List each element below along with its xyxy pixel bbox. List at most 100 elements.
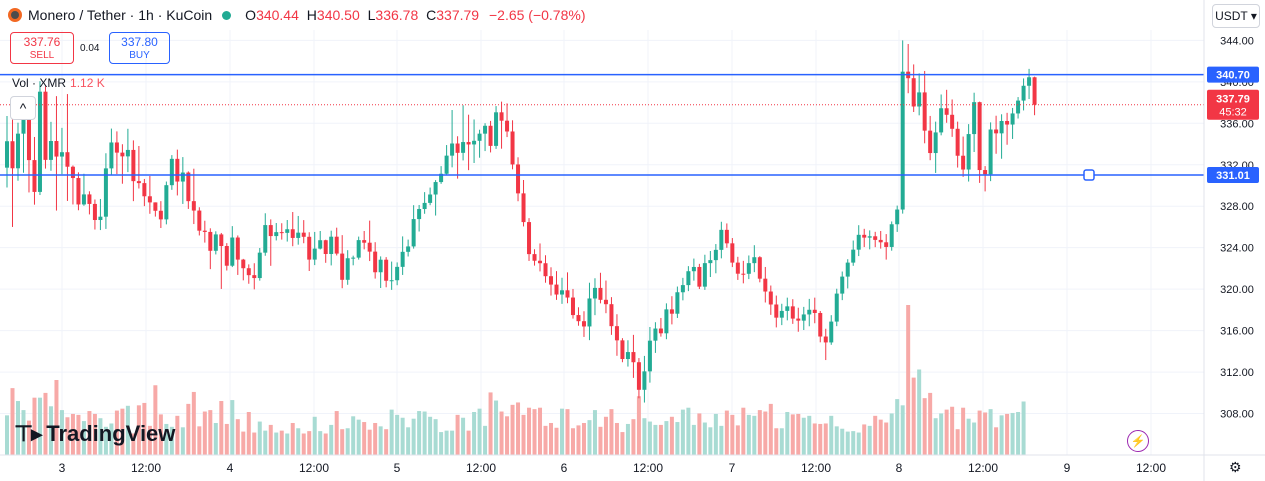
candle-body: [296, 232, 301, 238]
candle-body: [867, 236, 872, 238]
candle-body: [208, 231, 213, 251]
x-tick-label: 6: [561, 461, 568, 475]
candle-body: [37, 91, 42, 192]
volume-bar: [477, 408, 482, 455]
buy-button[interactable]: 337.80 BUY: [109, 32, 170, 64]
candle-body: [779, 310, 784, 318]
candle-body: [554, 284, 559, 295]
candle-body: [505, 120, 510, 132]
volume-bar: [389, 409, 394, 455]
x-tick-label: 7: [729, 461, 736, 475]
lightning-icon[interactable]: ⚡: [1127, 430, 1149, 452]
volume-bar: [796, 413, 801, 455]
symbol-title[interactable]: Monero / Tether · 1h · KuCoin: [28, 7, 213, 23]
volume-bar: [735, 425, 740, 455]
volume-bar: [884, 422, 889, 455]
candle-body: [922, 92, 927, 131]
candle-body: [224, 246, 229, 266]
candle-body: [241, 259, 246, 269]
volume-bar: [169, 426, 174, 455]
volume-bar: [98, 418, 103, 455]
candle-body: [768, 291, 773, 305]
sell-label: SELL: [29, 50, 55, 61]
chevron-up-icon[interactable]: ^: [10, 96, 36, 120]
candle-body: [686, 271, 691, 286]
volume-bar: [213, 422, 218, 455]
candle-body: [510, 131, 515, 165]
candle-body: [450, 143, 455, 156]
volume-bar: [70, 413, 75, 455]
candle-body: [202, 230, 207, 232]
candle-body: [147, 196, 152, 203]
volume-bar: [367, 429, 372, 455]
volume-bar: [296, 428, 301, 455]
volume-bar: [103, 426, 108, 455]
candle-body: [252, 275, 257, 279]
gear-icon[interactable]: ⚙: [1229, 459, 1242, 475]
volume-bar: [823, 423, 828, 455]
candle-body: [884, 242, 889, 247]
currency-selector[interactable]: USDT ▾: [1212, 4, 1260, 28]
candle-body: [653, 328, 658, 341]
volume-bar: [439, 432, 444, 455]
candle-body: [312, 248, 317, 260]
volume-bar: [565, 409, 570, 455]
volume-bar: [395, 414, 400, 455]
candle-body: [301, 232, 306, 237]
candle-body: [691, 266, 696, 272]
y-tick-label: 336.00: [1220, 118, 1254, 130]
candle-body: [285, 229, 290, 233]
candle-body: [114, 142, 119, 153]
volume-bar: [669, 416, 674, 455]
volume-bar: [829, 415, 834, 455]
candle-body: [999, 121, 1004, 134]
volume-bar: [576, 425, 581, 455]
candle-body: [955, 128, 960, 156]
volume-bar: [917, 369, 922, 455]
candle-body: [76, 178, 81, 205]
volume-bar: [499, 411, 504, 455]
x-tick-label: 9: [1064, 461, 1071, 475]
x-tick-label: 12:00: [299, 461, 329, 475]
candle-body: [356, 240, 361, 258]
volume-bar: [285, 433, 290, 455]
tradingview-logo[interactable]: ⊤▸ TradingView: [14, 421, 175, 447]
volume-bar: [950, 406, 955, 455]
volume-bar: [922, 398, 927, 455]
candle-body: [928, 130, 933, 154]
candle-body: [389, 280, 394, 282]
candle-body: [845, 262, 850, 277]
open-label: O: [245, 7, 257, 23]
volume-bar: [988, 409, 993, 455]
candle-body: [230, 237, 235, 266]
volume-legend[interactable]: Vol · XMR 1.12 K: [12, 76, 105, 90]
volume-bar: [400, 417, 405, 455]
y-tick-label: 344.00: [1220, 35, 1254, 47]
candle-body: [549, 276, 554, 285]
candle-body: [274, 232, 279, 237]
x-tick-label: 12:00: [466, 461, 496, 475]
volume-bar: [406, 427, 411, 455]
candle-body: [191, 201, 196, 211]
candle-body: [950, 114, 955, 129]
volume-bar: [939, 413, 944, 455]
price-level-lines[interactable]: [0, 73, 1204, 181]
sell-button[interactable]: 337.76 SELL: [10, 32, 74, 64]
candle-body: [373, 251, 378, 273]
volume-bar: [274, 432, 279, 455]
volume-bar: [433, 419, 438, 455]
volume-bar: [543, 425, 548, 455]
candle-body: [1032, 77, 1037, 105]
volume-bar: [895, 399, 900, 455]
candle-body: [411, 219, 416, 247]
candle-body: [43, 91, 48, 160]
volume-bar: [653, 424, 658, 455]
volume-bar: [87, 411, 92, 455]
volume-bar: [790, 414, 795, 455]
volume-bar: [614, 422, 619, 455]
x-tick-label: 4: [227, 461, 234, 475]
volume-bar: [631, 419, 636, 455]
candle-body: [70, 166, 75, 179]
volume-bar: [76, 414, 81, 455]
